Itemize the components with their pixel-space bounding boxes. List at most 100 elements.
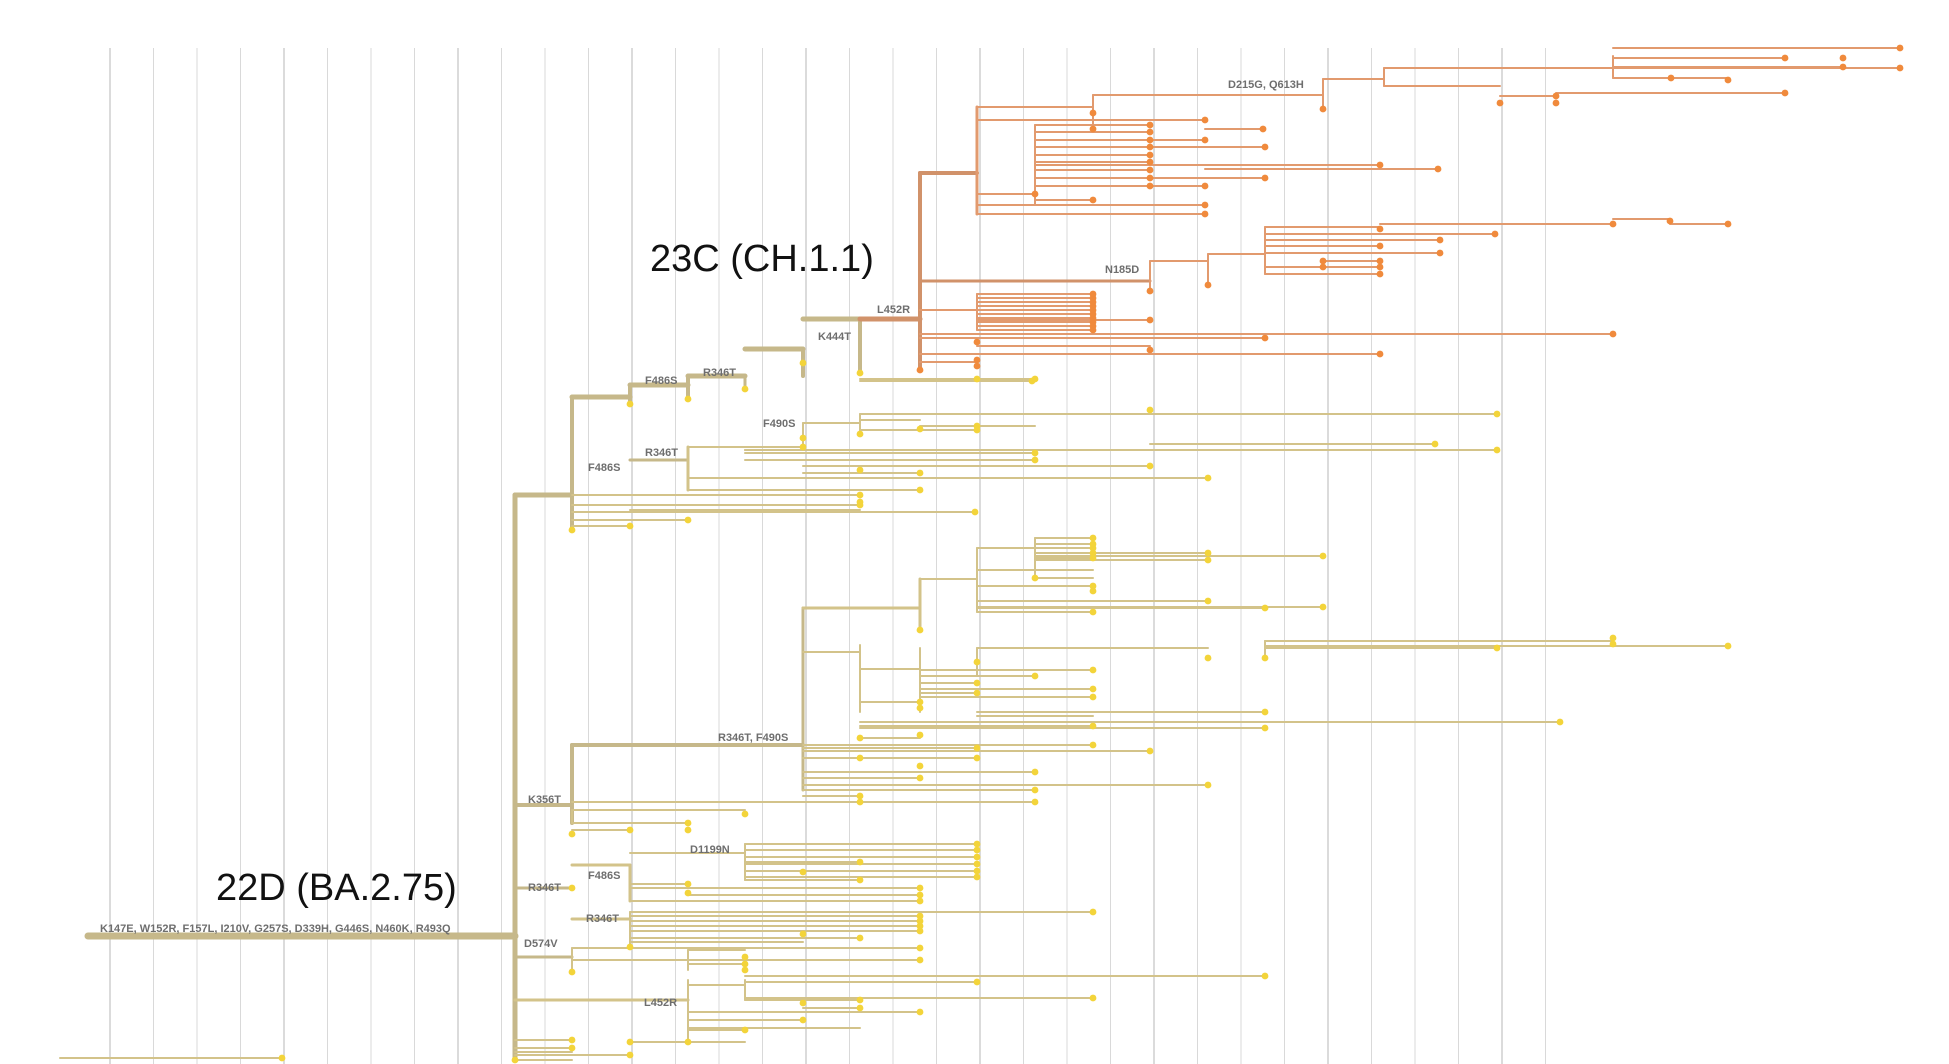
- mutation-label-d215g-q613h: D215G, Q613H: [1228, 79, 1304, 91]
- tip-node: [973, 860, 981, 868]
- tip-node: [916, 944, 924, 952]
- tip-node: [856, 430, 864, 438]
- tip-node: [1201, 116, 1209, 124]
- tip-node: [856, 369, 864, 377]
- tip-node: [916, 891, 924, 899]
- tip-node: [916, 1008, 924, 1016]
- tree-tips: [278, 44, 1904, 1064]
- tip-node: [1261, 972, 1269, 980]
- mutation-label-r346t-c: R346T: [528, 882, 561, 894]
- tip-node: [1376, 350, 1384, 358]
- tip-node: [856, 876, 864, 884]
- tip-node: [1031, 449, 1039, 457]
- tip-node: [1146, 158, 1154, 166]
- tip-node: [916, 762, 924, 770]
- tip-node: [973, 362, 981, 370]
- tip-node: [1089, 587, 1097, 595]
- tip-node: [1376, 242, 1384, 250]
- tip-node: [1431, 440, 1439, 448]
- tip-node: [1493, 644, 1501, 652]
- tip-node: [799, 999, 807, 1007]
- tip-node: [1146, 128, 1154, 136]
- tip-node: [1089, 582, 1097, 590]
- tip-node: [1201, 210, 1209, 218]
- tip-node: [741, 953, 749, 961]
- tip-node: [1031, 786, 1039, 794]
- tip-node: [1436, 249, 1444, 257]
- tip-node: [916, 425, 924, 433]
- tip-node: [1496, 99, 1504, 107]
- tip-node: [1724, 642, 1732, 650]
- tip-node: [1089, 994, 1097, 1002]
- tip-node: [684, 889, 692, 897]
- tree-branches: [59, 47, 1901, 1061]
- tip-node: [1089, 534, 1097, 542]
- tip-node: [1146, 121, 1154, 129]
- tip-node: [1146, 151, 1154, 159]
- tip-node: [684, 819, 692, 827]
- tip-node: [973, 853, 981, 861]
- tip-node: [1204, 781, 1212, 789]
- mutation-label-r346t-d: R346T: [586, 913, 619, 925]
- tip-node: [799, 1016, 807, 1024]
- tip-node: [1201, 182, 1209, 190]
- tip-node: [1089, 196, 1097, 204]
- tip-node: [684, 516, 692, 524]
- tip-node: [1319, 105, 1327, 113]
- tip-node: [1552, 99, 1560, 107]
- tip-node: [916, 884, 924, 892]
- mutation-label-r346t-a: R346T: [703, 367, 736, 379]
- mutation-label-f486s-c: F486S: [588, 870, 620, 882]
- tip-node: [973, 867, 981, 875]
- mutation-label-f486s-b: F486S: [588, 462, 620, 474]
- tip-node: [799, 359, 807, 367]
- tip-node: [1376, 263, 1384, 271]
- tip-node: [511, 1056, 519, 1064]
- tip-node: [1556, 718, 1564, 726]
- tip-node: [741, 385, 749, 393]
- tip-node: [1031, 768, 1039, 776]
- tip-node: [1724, 220, 1732, 228]
- tip-node: [916, 486, 924, 494]
- tip-node: [856, 501, 864, 509]
- tip-node: [1261, 654, 1269, 662]
- tip-node: [684, 1038, 692, 1046]
- tip-node: [973, 658, 981, 666]
- mutation-label-d574v: D574V: [524, 938, 558, 950]
- tip-node: [1261, 174, 1269, 182]
- tip-node: [1089, 326, 1097, 334]
- clade-label-22d: 22D (BA.2.75): [216, 867, 457, 909]
- tip-node: [568, 1044, 576, 1052]
- mutation-label-n185d: N185D: [1105, 264, 1139, 276]
- tip-node: [1493, 446, 1501, 454]
- tip-node: [1031, 574, 1039, 582]
- tip-node: [1609, 220, 1617, 228]
- tip-node: [278, 1054, 286, 1062]
- tip-node: [1261, 334, 1269, 342]
- tip-node: [568, 526, 576, 534]
- tip-node: [1089, 685, 1097, 693]
- tip-node: [1896, 44, 1904, 52]
- tip-node: [626, 943, 634, 951]
- tip-node: [1781, 89, 1789, 97]
- tip-node: [1089, 109, 1097, 117]
- tip-node: [568, 884, 576, 892]
- tip-node: [1089, 908, 1097, 916]
- tip-node: [973, 754, 981, 762]
- tip-node: [1609, 640, 1617, 648]
- tip-node: [799, 868, 807, 876]
- tip-node: [1089, 554, 1097, 562]
- tip-node: [1146, 346, 1154, 354]
- tip-node: [626, 400, 634, 408]
- tip-node: [1031, 375, 1039, 383]
- tip-node: [856, 1004, 864, 1012]
- mutation-label-d1199n: D1199N: [690, 844, 730, 856]
- tip-node: [1089, 608, 1097, 616]
- tip-node: [973, 375, 981, 383]
- tip-node: [973, 356, 981, 364]
- tip-node: [626, 1051, 634, 1059]
- tip-node: [1261, 708, 1269, 716]
- tip-node: [1319, 552, 1327, 560]
- tip-node: [916, 731, 924, 739]
